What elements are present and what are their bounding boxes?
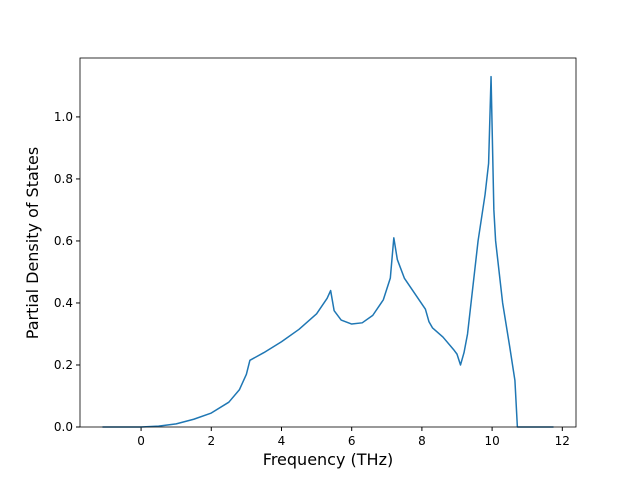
x-tick-label: 0 <box>137 434 145 448</box>
x-tick-label: 8 <box>418 434 426 448</box>
x-tick-label: 6 <box>348 434 356 448</box>
y-axis-label: Partial Density of States <box>23 147 42 339</box>
x-tick-label: 2 <box>207 434 215 448</box>
x-tick-label: 12 <box>555 434 570 448</box>
y-tick-label: 0.6 <box>54 234 73 248</box>
x-axis-label: Frequency (THz) <box>263 450 393 469</box>
y-tick-label: 0.8 <box>54 172 73 186</box>
x-tick-label: 10 <box>484 434 499 448</box>
data-line <box>102 75 554 428</box>
plot-frame <box>79 57 577 428</box>
y-tick-label: 0.0 <box>54 420 73 434</box>
y-tick-label: 1.0 <box>54 110 73 124</box>
x-tick-label: 4 <box>278 434 286 448</box>
y-tick-label: 0.2 <box>54 358 73 372</box>
y-tick-label: 0.4 <box>54 296 73 310</box>
